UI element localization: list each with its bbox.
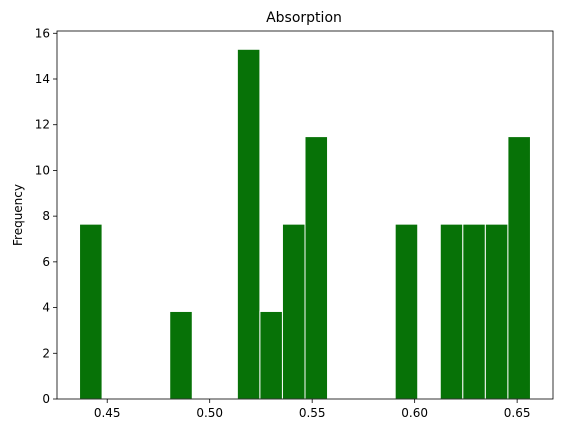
plot-frame: [56, 30, 554, 400]
histogram-bar: [507, 136, 531, 400]
y-tick-label: 2: [42, 346, 50, 360]
histogram-bar: [484, 223, 509, 400]
histogram-bar: [281, 223, 306, 400]
bars-group: [79, 48, 531, 400]
y-tick-label: 16: [35, 26, 50, 40]
y-axis-title: Frequency: [11, 184, 25, 246]
histogram-bar: [394, 223, 419, 400]
histogram-bar: [79, 223, 103, 400]
y-tick-label: 0: [42, 392, 50, 406]
histogram-bar: [304, 136, 329, 400]
histogram-bar: [462, 223, 486, 400]
x-axis: 0.45 0.50 0.55 0.60 0.65: [94, 399, 531, 420]
histogram-bar: [259, 310, 283, 400]
x-tick-label: 0.55: [299, 406, 326, 420]
histogram-bar: [439, 223, 464, 400]
y-tick-label: 14: [35, 72, 50, 86]
histogram-bar: [236, 48, 261, 400]
y-tick-label: 8: [42, 209, 50, 223]
y-tick-label: 4: [42, 301, 50, 315]
chart-title: Absorption: [266, 10, 342, 26]
y-tick-label: 6: [42, 255, 50, 269]
x-tick-label: 0.45: [94, 406, 121, 420]
y-tick-label: 12: [35, 118, 50, 132]
y-tick-label: 10: [35, 163, 50, 177]
y-axis: 0 2 4 6 8 10 12 14 16: [35, 26, 57, 406]
x-tick-label: 0.65: [504, 406, 531, 420]
x-tick-label: 0.50: [196, 406, 223, 420]
histogram-bar: [169, 310, 193, 400]
x-tick-label: 0.60: [401, 406, 428, 420]
